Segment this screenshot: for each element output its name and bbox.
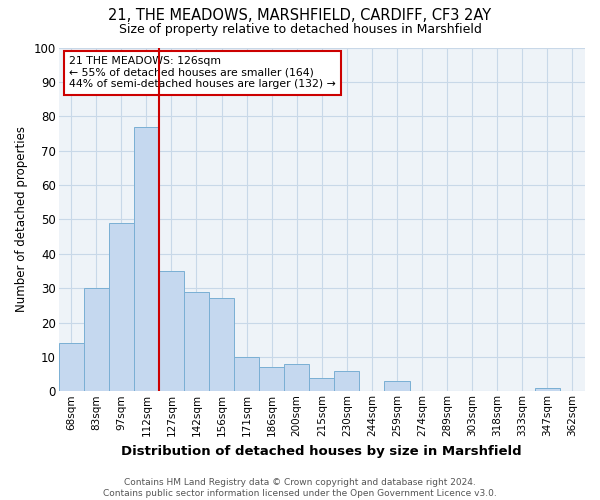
Bar <box>284 364 309 392</box>
Bar <box>159 271 184 392</box>
Bar <box>83 288 109 392</box>
Bar <box>259 367 284 392</box>
Bar <box>134 126 159 392</box>
X-axis label: Distribution of detached houses by size in Marshfield: Distribution of detached houses by size … <box>121 444 522 458</box>
Bar <box>535 388 560 392</box>
Text: 21 THE MEADOWS: 126sqm
← 55% of detached houses are smaller (164)
44% of semi-de: 21 THE MEADOWS: 126sqm ← 55% of detached… <box>69 56 336 90</box>
Bar <box>309 378 334 392</box>
Bar <box>385 381 410 392</box>
Bar <box>209 298 234 392</box>
Bar <box>109 223 134 392</box>
Bar <box>184 292 209 392</box>
Text: 21, THE MEADOWS, MARSHFIELD, CARDIFF, CF3 2AY: 21, THE MEADOWS, MARSHFIELD, CARDIFF, CF… <box>109 8 491 22</box>
Text: Size of property relative to detached houses in Marshfield: Size of property relative to detached ho… <box>119 22 481 36</box>
Y-axis label: Number of detached properties: Number of detached properties <box>15 126 28 312</box>
Bar <box>334 370 359 392</box>
Bar <box>234 357 259 392</box>
Text: Contains HM Land Registry data © Crown copyright and database right 2024.
Contai: Contains HM Land Registry data © Crown c… <box>103 478 497 498</box>
Bar <box>59 343 83 392</box>
